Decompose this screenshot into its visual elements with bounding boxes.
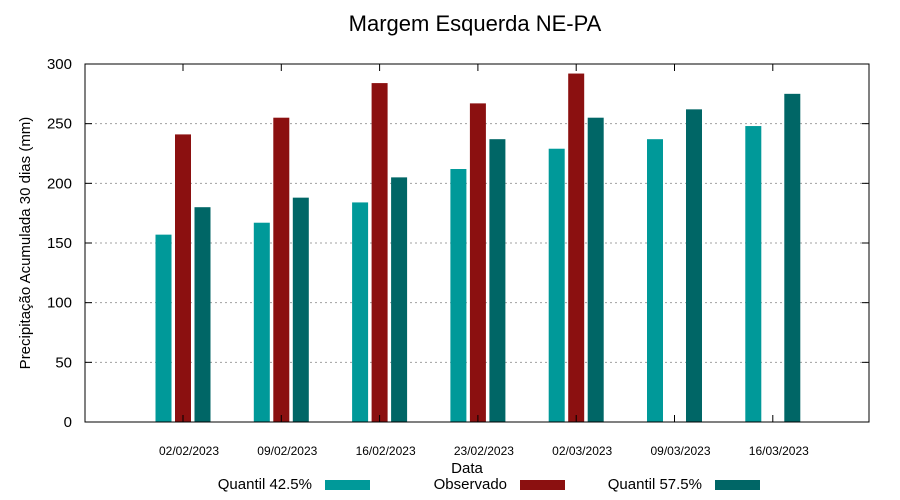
bar-observado (371, 83, 388, 423)
x-tick-label: 02/03/2023 (552, 444, 612, 458)
y-axis-label: Precipitação Acumulada 30 dias (mm) (17, 117, 34, 370)
y-tick-label: 100 (47, 295, 72, 312)
bar-quantil-57-5 (391, 177, 408, 422)
x-tick-label: 09/03/2023 (650, 444, 710, 458)
bar-quantil-42-5 (253, 222, 270, 422)
bar-quantil-42-5 (155, 234, 172, 422)
bar-quantil-42-5 (352, 202, 369, 422)
x-tick-label: 16/03/2023 (749, 444, 809, 458)
legend-label: Observado (434, 476, 507, 493)
y-tick-label: 150 (47, 235, 72, 252)
x-tick-label: 16/02/2023 (356, 444, 416, 458)
bar-quantil-57-5 (686, 109, 702, 422)
bar-quantil-57-5 (784, 93, 801, 422)
bar-quantil-42-5 (450, 169, 467, 422)
y-axis-ticks: 0 50 100 150 200 250 300 (47, 56, 869, 431)
x-axis-label: Data (451, 460, 483, 477)
x-tick-label: 23/02/2023 (454, 444, 514, 458)
bar-quantil-57-5 (194, 207, 211, 422)
legend-item: Observado (434, 476, 565, 493)
y-tick-label: 250 (47, 116, 72, 133)
legend: Quantil 42.5% Observado Quantil 57.5% (218, 476, 760, 493)
legend-item: Quantil 57.5% (608, 476, 760, 493)
bar-quantil-42-5 (548, 148, 565, 422)
bars (155, 73, 801, 423)
bar-observado (568, 73, 585, 423)
bar-quantil-57-5 (489, 139, 506, 422)
bar-observado (273, 117, 290, 422)
y-tick-label: 50 (55, 354, 72, 371)
bar-observado (175, 134, 191, 422)
bar-quantil-57-5 (587, 117, 604, 422)
y-tick-label: 200 (47, 175, 72, 192)
bar-quantil-42-5 (647, 139, 663, 422)
legend-swatch (325, 480, 370, 490)
x-axis-ticks: 02/02/2023 09/02/2023 16/02/2023 23/02/2023… (159, 64, 809, 458)
legend-swatch (715, 480, 760, 490)
bar-quantil-57-5 (292, 197, 309, 422)
legend-label: Quantil 42.5% (218, 476, 312, 493)
x-tick-label: 02/02/2023 (159, 444, 219, 458)
legend-swatch (520, 480, 565, 490)
x-tick-label: 09/02/2023 (257, 444, 317, 458)
bar-observado (469, 103, 486, 422)
bar-quantil-42-5 (745, 126, 762, 422)
legend-label: Quantil 57.5% (608, 476, 702, 493)
legend-item: Quantil 42.5% (218, 476, 370, 493)
y-tick-label: 300 (47, 56, 72, 73)
chart-title: Margem Esquerda NE-PA (349, 11, 602, 36)
y-tick-label: 0 (64, 414, 72, 431)
